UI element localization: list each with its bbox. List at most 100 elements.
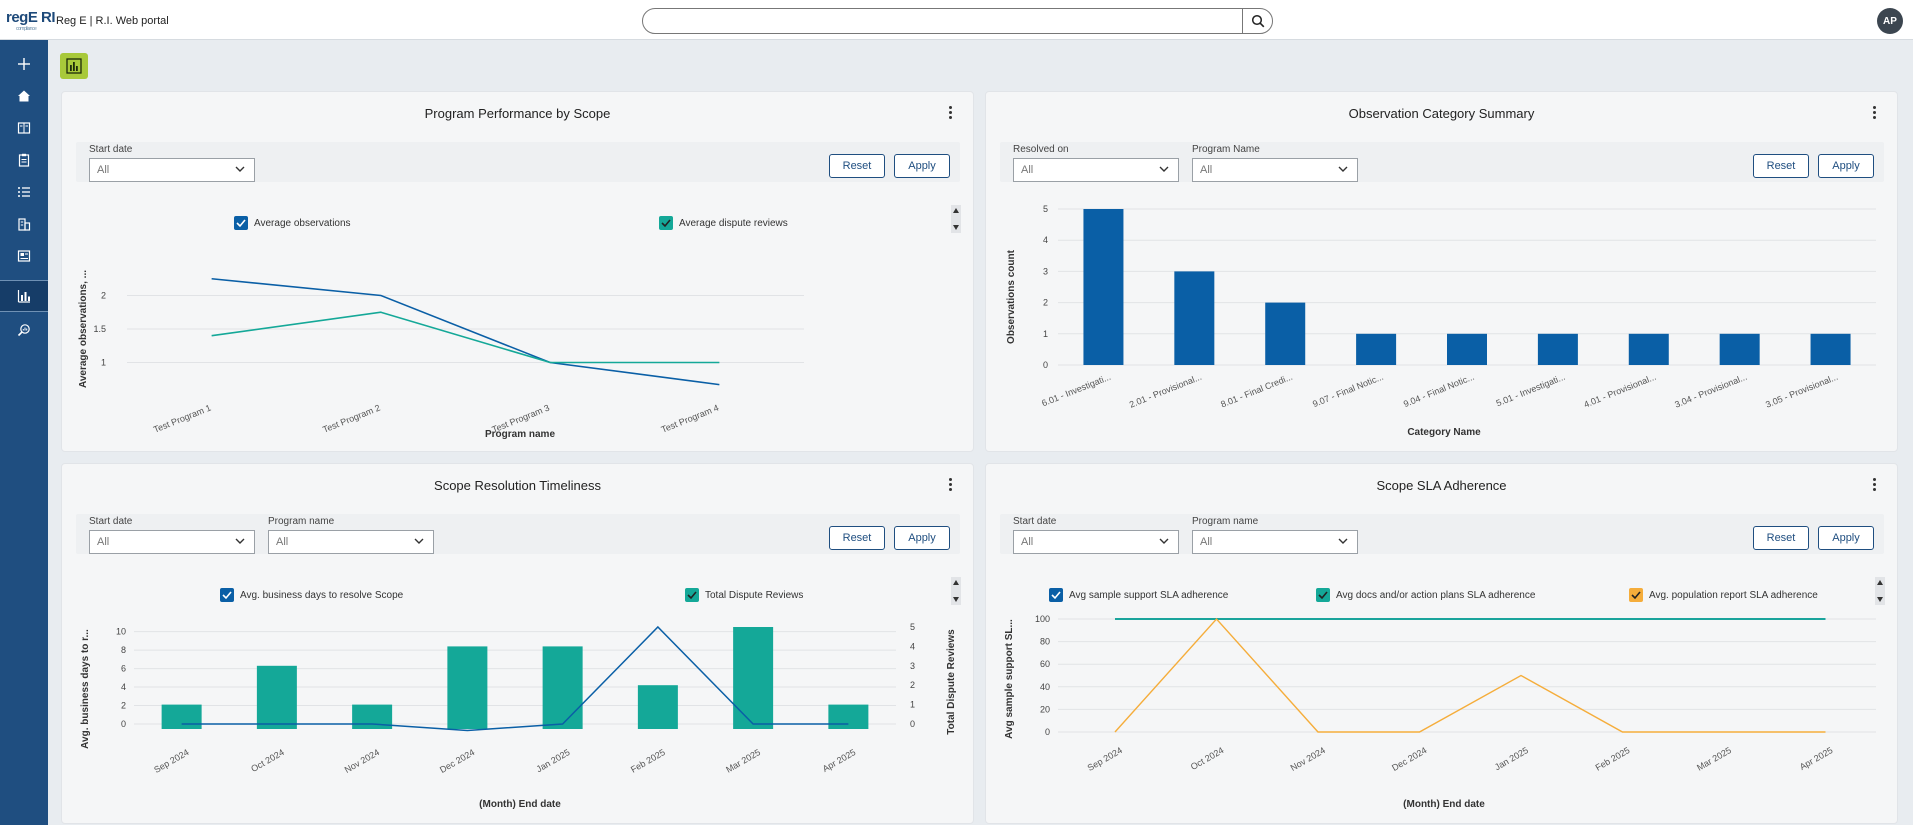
x-tick-label: Feb 2025 xyxy=(1594,745,1632,773)
x-axis-label: (Month) End date xyxy=(479,799,561,810)
y-axis-label: Observations count xyxy=(1006,249,1017,344)
y-tick-label: 60 xyxy=(1040,659,1050,669)
y2-tick-label: 3 xyxy=(910,661,915,671)
sidebar-item-tasks[interactable] xyxy=(0,144,48,176)
legend-item[interactable]: Average observations xyxy=(234,216,351,230)
y-tick-label: 3 xyxy=(1043,266,1048,276)
chevron-down-icon xyxy=(1159,538,1169,544)
line-chart: 2 1.5 1 Average observations, ... Program na… xyxy=(78,270,804,440)
list-icon xyxy=(18,187,30,197)
bar-chart: 5 4 3 2 1 0 Observations count Category Name 6.0… xyxy=(1006,204,1876,438)
sidebar-item-library[interactable] xyxy=(0,112,48,144)
y-tick-label: 2 xyxy=(121,701,126,711)
y-tick-label: 4 xyxy=(1043,235,1048,245)
avatar[interactable]: AP xyxy=(1877,8,1903,34)
checkbox-checked-icon[interactable] xyxy=(685,588,699,602)
apply-button[interactable]: Apply xyxy=(1818,526,1874,550)
filter-bar: Start date All Reset Apply xyxy=(76,142,960,182)
more-options-icon[interactable] xyxy=(1873,106,1877,120)
sidebar-item-insights[interactable] xyxy=(0,314,48,346)
x-tick-label: Dec 2024 xyxy=(1390,745,1428,773)
y-tick-label: 100 xyxy=(1035,614,1050,624)
sidebar-item-home[interactable] xyxy=(0,80,48,112)
chevron-down-icon xyxy=(235,166,245,172)
legend-scrollbar[interactable] xyxy=(951,577,961,605)
chart-view-button[interactable] xyxy=(60,53,88,79)
apply-button[interactable]: Apply xyxy=(894,154,950,178)
search-analytics-icon xyxy=(17,324,30,337)
logo[interactable]: regE RI compliance xyxy=(6,9,56,32)
x-tick-label: 9.04 - Final Notic... xyxy=(1402,372,1476,410)
checkbox-checked-icon[interactable] xyxy=(234,216,248,230)
more-options-icon[interactable] xyxy=(949,478,953,492)
legend-scrollbar[interactable] xyxy=(951,205,961,233)
plus-icon xyxy=(18,58,30,70)
checkbox-checked-icon[interactable] xyxy=(659,216,673,230)
chevron-down-icon xyxy=(414,538,424,544)
sidebar-item-analytics[interactable] xyxy=(0,280,48,312)
checkbox-checked-icon[interactable] xyxy=(1629,588,1643,602)
x-tick-label: 8.01 - Final Credi... xyxy=(1219,372,1294,410)
more-options-icon[interactable] xyxy=(1873,478,1877,492)
bar xyxy=(828,704,869,729)
x-tick-label: Oct 2024 xyxy=(249,747,286,774)
search-input[interactable] xyxy=(642,8,1273,34)
y-tick-label: 0 xyxy=(1045,727,1050,737)
y-axis-label: Avg. business days to r... xyxy=(80,629,91,749)
search-button[interactable] xyxy=(1242,9,1272,33)
line-chart: 100 80 60 40 20 0 Avg sample support SL... (Mon… xyxy=(1004,614,1876,810)
checkbox-checked-icon[interactable] xyxy=(220,588,234,602)
x-tick-label: Oct 2024 xyxy=(1189,745,1226,772)
legend-item[interactable]: Total Dispute Reviews xyxy=(685,588,803,602)
reset-button[interactable]: Reset xyxy=(829,154,885,178)
filter-bar: Start date All Program name All Reset Ap… xyxy=(1000,514,1884,554)
checkbox-checked-icon[interactable] xyxy=(1049,588,1063,602)
sidebar-item-reports[interactable] xyxy=(0,240,48,272)
start-date-select[interactable]: All xyxy=(89,158,255,182)
y-tick-label: 1 xyxy=(101,358,106,368)
sidebar-item-add[interactable] xyxy=(0,48,48,80)
checkbox-checked-icon[interactable] xyxy=(1316,588,1330,602)
panel-title: Observation Category Summary xyxy=(1348,106,1535,121)
filter-label: Program Name xyxy=(1192,144,1260,155)
x-tick-label: Jan 2025 xyxy=(1493,745,1530,772)
filter-label: Program name xyxy=(268,516,335,527)
more-options-icon[interactable] xyxy=(949,106,953,120)
legend-item[interactable]: Avg. population report SLA adherence xyxy=(1629,588,1818,602)
sidebar-item-organizations[interactable] xyxy=(0,208,48,240)
top-bar: regE RI compliance Reg E | R.I. Web porta… xyxy=(0,0,1913,40)
reset-button[interactable]: Reset xyxy=(1753,526,1809,550)
filter-label: Start date xyxy=(89,144,133,155)
x-tick-label: 6.01 - Investigati... xyxy=(1040,372,1112,409)
legend-item[interactable]: Average dispute reviews xyxy=(659,216,788,230)
chevron-down-icon xyxy=(1338,166,1348,172)
y-axis-label: Average observations, ... xyxy=(78,270,89,388)
series-line xyxy=(211,311,720,364)
y-tick-label: 5 xyxy=(1043,204,1048,214)
filter-label: Start date xyxy=(1013,516,1057,527)
sidebar-item-list[interactable] xyxy=(0,176,48,208)
scope-resolution-panel: Scope Resolution Timeliness Start date A… xyxy=(61,463,974,824)
bar xyxy=(733,627,774,729)
program-name-select[interactable]: All xyxy=(268,530,434,554)
legend-item[interactable]: Avg sample support SLA adherence xyxy=(1049,588,1228,602)
apply-button[interactable]: Apply xyxy=(894,526,950,550)
reset-button[interactable]: Reset xyxy=(1753,154,1809,178)
x-tick-label: Test Program 2 xyxy=(321,403,381,435)
x-tick-label: 2.01 - Provisional... xyxy=(1128,372,1203,410)
legend-item[interactable]: Avg docs and/or action plans SLA adheren… xyxy=(1316,588,1535,602)
x-tick-label: Nov 2024 xyxy=(343,747,381,775)
x-tick-label: 3.05 - Provisional... xyxy=(1764,372,1839,410)
legend-scrollbar[interactable] xyxy=(1875,577,1885,605)
program-name-select[interactable]: All xyxy=(1192,158,1358,182)
reset-button[interactable]: Reset xyxy=(829,526,885,550)
legend-item[interactable]: Avg. business days to resolve Scope xyxy=(220,588,403,602)
resolved-on-select[interactable]: All xyxy=(1013,158,1179,182)
chevron-down-icon xyxy=(235,538,245,544)
x-axis-label: (Month) End date xyxy=(1403,799,1485,810)
apply-button[interactable]: Apply xyxy=(1818,154,1874,178)
start-date-select[interactable]: All xyxy=(1013,530,1179,554)
start-date-select[interactable]: All xyxy=(89,530,255,554)
program-name-select[interactable]: All xyxy=(1192,530,1358,554)
